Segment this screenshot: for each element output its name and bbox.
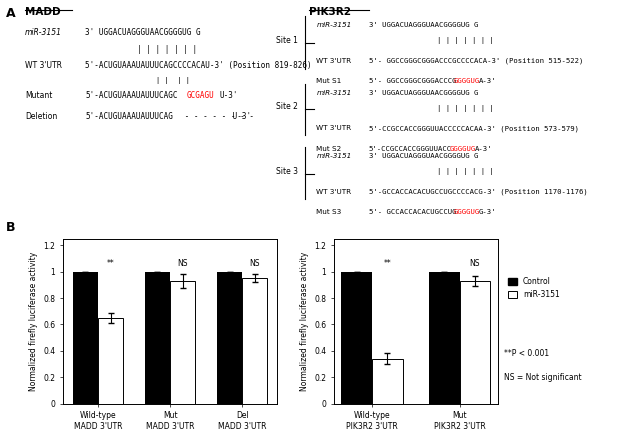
Text: GCGAGU: GCGAGU [187,91,215,100]
Text: 5'-CCGCCACCGGGUUACCCCCACAA-3' (Position 573-579): 5'-CCGCCACCGGGUUACCCCCACAA-3' (Position … [369,125,578,132]
Text: G-3': G-3' [479,209,496,215]
Text: - - - - - - - -: - - - - - - - - [180,112,253,121]
Text: miR-3151: miR-3151 [316,90,352,96]
Legend: Control, miR-3151: Control, miR-3151 [508,277,560,299]
Text: | |  | |: | | | | [156,77,190,84]
Text: Site 2: Site 2 [276,102,298,112]
Text: GGGGUG: GGGGUG [454,209,480,215]
Text: Mut S1: Mut S1 [316,78,341,84]
Bar [372,359,403,404]
Text: **: ** [106,259,115,268]
Bar [341,272,372,404]
Text: | | | | | | |: | | | | | | | [437,168,493,175]
Text: WT 3'UTR: WT 3'UTR [316,189,352,194]
Text: GGGGUG: GGGGUG [454,78,480,84]
Text: WT 3'UTR: WT 3'UTR [316,57,352,63]
Text: 5'- GGCCGGGCGGGACCCGCCCCACA-3' (Position 515-522): 5'- GGCCGGGCGGGACCCGCCCCACA-3' (Position… [369,57,583,64]
Bar [242,278,268,404]
Bar [429,272,460,404]
Text: Site 3: Site 3 [276,167,298,176]
Y-axis label: Normalized firefly luciferase activity: Normalized firefly luciferase activity [29,252,38,391]
Text: miR-3151: miR-3151 [316,22,352,28]
Text: 3' UGGACUAGGGUAACGGGGUG G: 3' UGGACUAGGGUAACGGGGUG G [369,90,478,96]
Text: 5'-ACUGUAAAUAUUUCAGC: 5'-ACUGUAAAUAUUUCAGC [85,91,178,100]
Text: NS: NS [470,259,480,268]
Text: WT 3'UTR: WT 3'UTR [25,61,62,70]
Text: 3' UGGACUAGGGUAACGGGGUG G: 3' UGGACUAGGGUAACGGGGUG G [369,22,478,28]
Text: Deletion: Deletion [25,112,57,121]
Text: GGGGUG: GGGGUG [449,145,476,151]
Text: **: ** [384,259,391,268]
Text: 5'-ACUGUAAAUAUUUCAGCCCCACAU-3' (Position 819-826): 5'-ACUGUAAAUAUUUCAGCCCCACAU-3' (Position… [85,61,312,70]
Text: U-3': U-3' [228,112,251,121]
Text: NS = Not significant: NS = Not significant [504,373,581,382]
Text: A-3': A-3' [475,145,493,151]
Text: Site 1: Site 1 [276,36,298,45]
Text: Mutant: Mutant [25,91,52,100]
Text: miR-3151: miR-3151 [316,153,352,159]
Text: NS: NS [178,259,188,268]
Text: | | | | | | |: | | | | | | | [137,45,197,54]
Text: | | | | | | |: | | | | | | | [437,105,493,112]
Text: PIK3R2: PIK3R2 [309,7,351,17]
Text: 5'-ACUGUAAAUAUUUCAG: 5'-ACUGUAAAUAUUUCAG [85,112,173,121]
Text: 3' UGGACUAGGGUAACGGGGUG G: 3' UGGACUAGGGUAACGGGGUG G [85,28,201,36]
Text: A: A [6,7,16,20]
Text: B: B [6,221,16,234]
Text: Mut S2: Mut S2 [316,145,341,151]
Text: 5'-CCGCCACCGGGUUACC: 5'-CCGCCACCGGGUUACC [369,145,452,151]
Text: U-3': U-3' [220,91,238,100]
Text: 5'-GCCACCACACUGCCUGCCCCACG-3' (Position 1170-1176): 5'-GCCACCACACUGCCUGCCCCACG-3' (Position … [369,189,587,195]
Text: **P < 0.001: **P < 0.001 [504,349,549,358]
Text: WT 3'UTR: WT 3'UTR [316,125,352,132]
Bar [98,318,123,404]
Text: A-3': A-3' [479,78,496,84]
Text: Mut S3: Mut S3 [316,209,341,215]
Bar [170,281,195,404]
Text: | | | | | | |: | | | | | | | [437,37,493,44]
Bar [72,272,98,404]
Text: miR-3151: miR-3151 [25,28,62,36]
Text: MADD: MADD [25,7,61,17]
Y-axis label: Normalized firefly luciferase activity: Normalized firefly luciferase activity [300,252,309,391]
Bar [145,272,170,404]
Text: 5'- GCCACCACACUGCCUG: 5'- GCCACCACACUGCCUG [369,209,456,215]
Text: 5'- GGCCGGGCGGGACCCG: 5'- GGCCGGGCGGGACCCG [369,78,456,84]
Bar [460,281,490,404]
Bar [217,272,242,404]
Text: 3' UGGACUAGGGUAACGGGGUG G: 3' UGGACUAGGGUAACGGGGUG G [369,153,478,159]
Text: NS: NS [249,259,260,268]
